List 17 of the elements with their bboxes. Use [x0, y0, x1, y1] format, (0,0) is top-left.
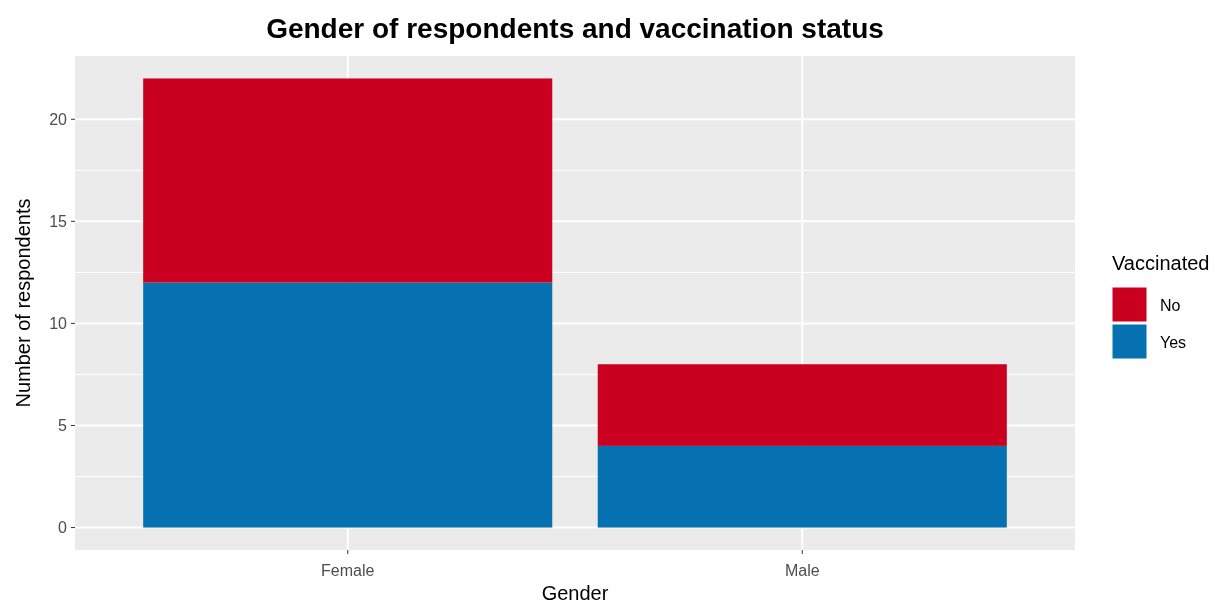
legend-label: Yes [1160, 333, 1187, 351]
x-axis-title: Gender [541, 582, 609, 604]
y-tick-label: 15 [49, 212, 68, 230]
y-tick-label: 0 [58, 519, 68, 537]
bar [597, 445, 1007, 528]
bar [143, 78, 553, 283]
x-tick-label: Female [321, 562, 375, 579]
legend-title: Vaccinated [1112, 252, 1210, 274]
x-tick-label: Male [784, 562, 820, 579]
y-tick-label: 10 [49, 315, 68, 333]
y-axis-title: Number of respondents [12, 198, 34, 408]
bar [597, 364, 1007, 446]
bar [143, 282, 553, 528]
chart-title: Gender of respondents and vaccination status [266, 13, 884, 44]
y-tick-label: 20 [49, 110, 68, 128]
legend-label: No [1160, 296, 1181, 314]
y-tick-label: 5 [58, 417, 68, 435]
